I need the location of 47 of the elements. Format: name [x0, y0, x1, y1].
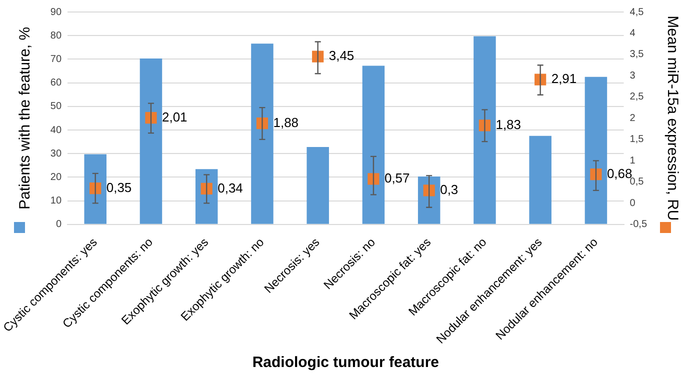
data-label: 2,91	[551, 71, 577, 86]
y-tick-label: 70	[50, 54, 62, 65]
y-tick-label: 90	[50, 6, 62, 18]
y-tick-label: 20	[50, 172, 62, 183]
bar	[362, 66, 385, 224]
y-axis-title: Patients with the feature, %	[16, 26, 34, 210]
data-label: 3,45	[328, 48, 354, 64]
y2-tick-label: 3,5	[630, 49, 644, 60]
y2-tick-label: 1,5	[630, 134, 644, 146]
bar	[529, 136, 552, 224]
y2-axis-title: Mean miR-15a expression, RU	[664, 16, 681, 221]
point	[368, 173, 380, 185]
bar	[140, 58, 162, 224]
y2-tick-label: 4,5	[630, 6, 644, 18]
data-label: 0,35	[106, 180, 132, 195]
y2-tick-label: 2,5	[630, 92, 644, 103]
y2-tick-label: 0	[630, 198, 636, 209]
point	[145, 112, 157, 124]
y2-tick-label: -0,5	[630, 219, 648, 230]
bar	[306, 146, 329, 224]
y-tick-label: 40	[50, 124, 62, 136]
y2-tick-label: 0,5	[630, 176, 644, 188]
data-label: 1,88	[273, 114, 299, 130]
data-label: 0,3	[440, 182, 458, 197]
data-label: 2,01	[162, 109, 188, 124]
y-tick-label: 30	[50, 148, 62, 160]
x-axis-title: Radiologic tumour feature	[252, 354, 439, 372]
y2-tick-label: 1	[630, 155, 636, 166]
point	[200, 182, 212, 195]
bar	[251, 44, 274, 224]
y2-tick-label: 2	[630, 112, 636, 124]
y2-tick-label: 4	[630, 28, 636, 39]
y-tick-label: 60	[50, 78, 62, 89]
data-label: 0,57	[384, 170, 410, 186]
data-label: 1,83	[496, 117, 522, 132]
y2-tick-label: 3	[630, 70, 636, 82]
point	[590, 168, 602, 180]
bar	[584, 76, 608, 224]
data-label: 0,34	[218, 180, 243, 196]
y-tick-label: 0	[56, 219, 62, 230]
y-tick-label: 50	[50, 101, 62, 112]
bar	[474, 36, 496, 224]
point	[90, 182, 102, 194]
y-tick-label: 80	[50, 30, 62, 42]
data-label: 0,68	[606, 166, 632, 181]
y-tick-label: 10	[50, 196, 62, 207]
point	[423, 184, 435, 196]
